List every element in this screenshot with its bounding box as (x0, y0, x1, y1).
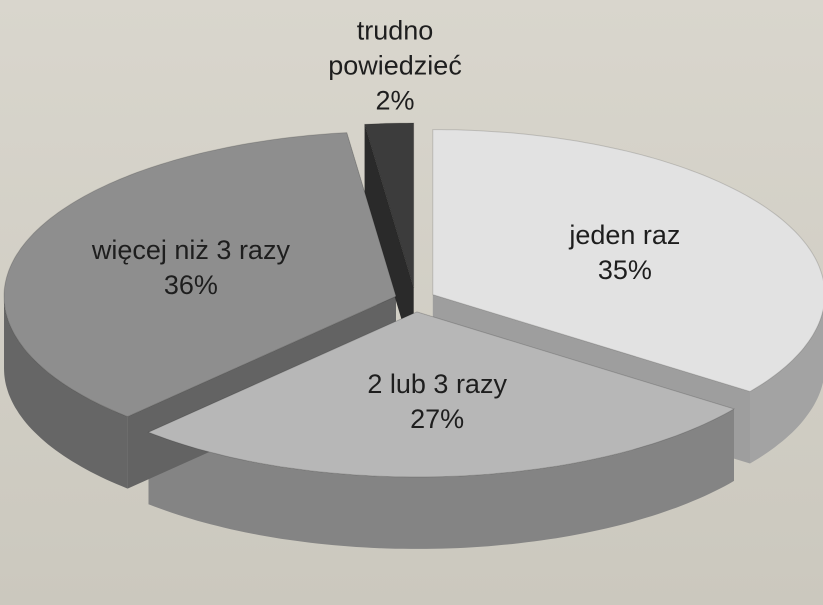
category-label: 2 lub 3 razy (367, 369, 507, 400)
category-label: trudno powiedzieć (328, 15, 462, 81)
slice (147, 311, 736, 478)
data-label: więcej niż 3 razy 36% (61, 233, 321, 303)
slice (363, 122, 415, 289)
data-label: trudno powiedzieć 2% (320, 14, 470, 119)
value-label: 35% (597, 255, 652, 286)
slice-wall (364, 124, 414, 360)
slice-side (750, 310, 823, 464)
data-label: jeden raz 35% (495, 218, 755, 288)
slice (432, 129, 823, 393)
category-label: jeden raz (569, 220, 681, 251)
category-label: więcej niż 3 razy (91, 235, 290, 266)
slice-side (4, 296, 128, 489)
value-label: 27% (410, 404, 465, 435)
slice-side (148, 408, 734, 549)
value-label: 2% (375, 85, 415, 116)
slice (3, 132, 397, 418)
value-label: 36% (163, 270, 218, 301)
data-label: 2 lub 3 razy 27% (307, 367, 567, 437)
